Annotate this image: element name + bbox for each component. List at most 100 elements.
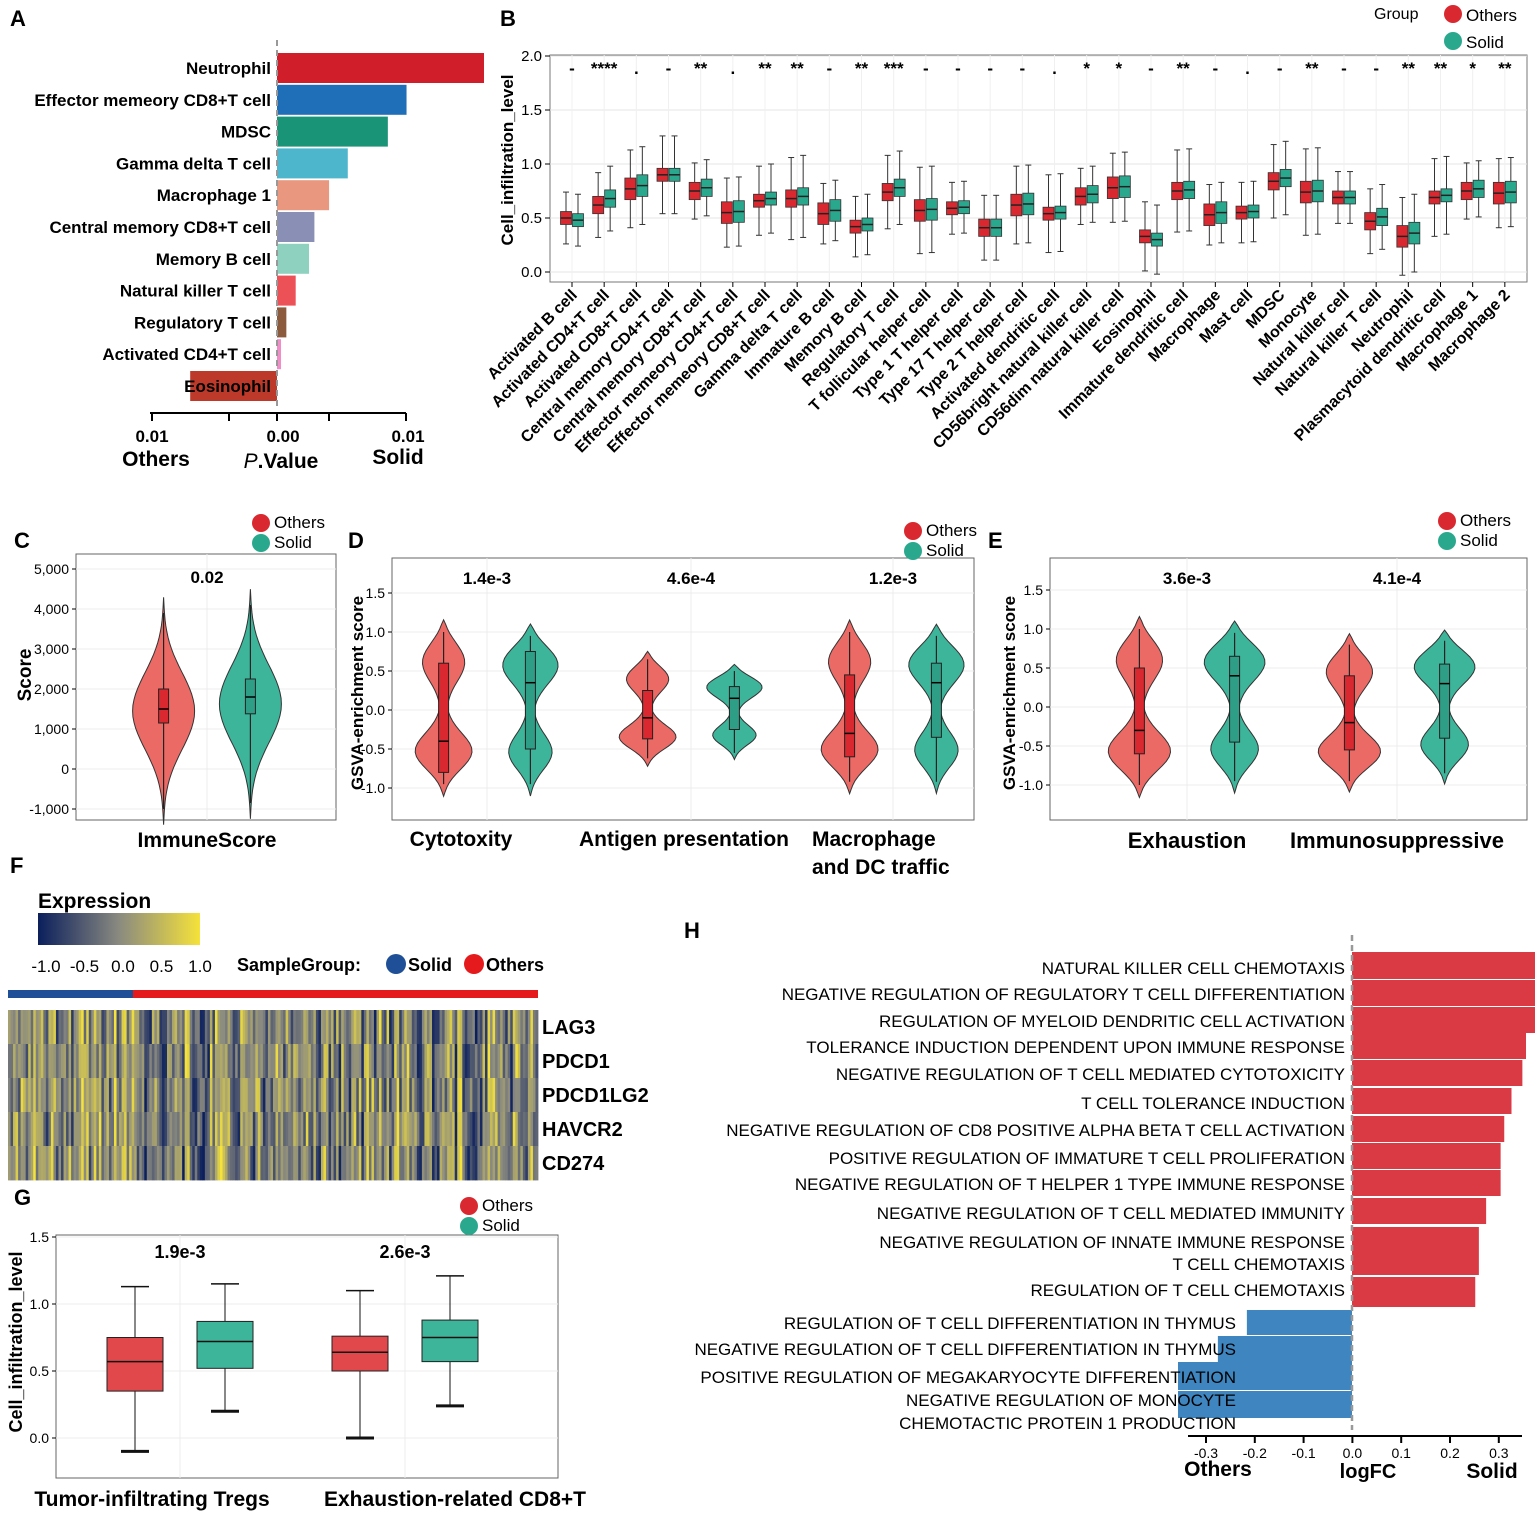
heatmap-cell — [232, 1146, 236, 1181]
heatmap-cell — [124, 1044, 128, 1079]
heatmap-cell — [88, 1146, 92, 1181]
heatmap-cell — [174, 1010, 178, 1045]
heatmap-cell — [13, 1010, 16, 1045]
heatmap-cell — [197, 1078, 201, 1113]
heatmap-cell — [416, 1010, 420, 1045]
heatmap-cell — [472, 1044, 476, 1079]
heatmap-cell — [315, 1010, 319, 1045]
heatmap-cell — [237, 1044, 241, 1079]
scale-tick-label: 0.0 — [111, 957, 135, 976]
heatmap-cell — [444, 1078, 448, 1113]
heatmap-cell — [30, 1146, 34, 1181]
heatmap-cell — [452, 1010, 456, 1045]
heatmap-cell — [91, 1010, 95, 1045]
heatmap-cell — [368, 1112, 372, 1147]
heatmap-cell — [439, 1112, 443, 1147]
heatmap-cell — [184, 1078, 188, 1113]
heatmap-cell — [464, 1010, 468, 1045]
bar-activated-cd4-t-cell — [277, 339, 282, 370]
heatmap-cell — [505, 1010, 509, 1045]
heatmap-cell — [53, 1044, 57, 1079]
heatmap-cell — [416, 1146, 420, 1181]
heatmap-cell — [280, 1010, 284, 1045]
heatmap-cell — [197, 1112, 201, 1147]
heatmap-cell — [482, 1146, 486, 1181]
p-value-label: 3.6e-3 — [1163, 569, 1211, 588]
heatmap-cell — [245, 1112, 249, 1147]
heatmap-cell — [373, 1146, 377, 1181]
heatmap-cell — [474, 1146, 478, 1181]
bar-label: NEGATIVE REGULATION OF MONOCYTE — [906, 1391, 1236, 1410]
heatmap-cell — [454, 1010, 458, 1045]
heatmap-cell — [217, 1146, 221, 1181]
heatmap-cell — [394, 1044, 398, 1079]
heatmap-cell — [505, 1146, 509, 1181]
annotation-solid — [8, 990, 133, 998]
heatmap-cell — [164, 1044, 168, 1079]
heatmap-cell — [457, 1078, 461, 1113]
heatmap-cell — [399, 1078, 403, 1113]
heatmap-cell — [126, 1044, 130, 1079]
heatmap-cell — [469, 1078, 473, 1113]
heatmap-cell — [63, 1146, 67, 1181]
heatmap-cell — [23, 1078, 27, 1113]
heatmap-cell — [257, 1044, 261, 1079]
heatmap-cell — [363, 1112, 367, 1147]
heatmap-cell — [336, 1146, 340, 1181]
significance-mark: . — [1245, 59, 1250, 78]
heatmap-cell — [245, 1146, 249, 1181]
heatmap-cell — [333, 1146, 337, 1181]
heatmap-cell — [313, 1078, 317, 1113]
heatmap-cell — [300, 1044, 304, 1079]
p-value-label: 4.6e-4 — [667, 569, 716, 588]
heatmap-cell — [121, 1078, 125, 1113]
legend-dot-others — [460, 1197, 478, 1215]
heatmap-cell — [457, 1010, 461, 1045]
heatmap-cell — [270, 1078, 274, 1113]
heatmap-cell — [429, 1044, 433, 1079]
heatmap-cell — [28, 1010, 32, 1045]
heatmap-cell — [406, 1112, 410, 1147]
heatmap-cell — [33, 1112, 37, 1147]
heatmap-cell — [485, 1146, 488, 1181]
panel-h-chart: NATURAL KILLER CELL CHEMOTAXIS NEGATIVE R… — [694, 935, 1535, 1483]
heatmap-cell — [73, 1010, 77, 1045]
heatmap-cell — [106, 1112, 110, 1147]
heatmap-cell — [66, 1078, 69, 1113]
bar-label: CHEMOTACTIC PROTEIN 1 PRODUCTION — [899, 1414, 1236, 1433]
heatmap-cell — [217, 1010, 221, 1045]
heatmap-cell — [177, 1146, 181, 1181]
heatmap-cell — [464, 1044, 468, 1079]
heatmap-cell — [114, 1112, 117, 1147]
heatmap-cell — [212, 1078, 216, 1113]
heatmap-cell — [459, 1078, 463, 1113]
heatmap-cell — [447, 1044, 451, 1079]
violin-box — [158, 688, 170, 724]
tick-label: 0.01 — [391, 427, 424, 446]
bar-label: NEGATIVE REGULATION OF T CELL MEDIATED I… — [877, 1204, 1345, 1223]
heatmap-cell — [434, 1010, 438, 1045]
heatmap-cell — [401, 1078, 405, 1113]
heatmap-cell — [358, 1112, 362, 1147]
heatmap-cell — [429, 1146, 433, 1181]
heatmap-cell — [23, 1010, 27, 1045]
heatmap-cell — [507, 1010, 511, 1045]
heatmap-cell — [517, 1112, 521, 1147]
heatmap-cell — [93, 1044, 97, 1079]
heatmap-cell — [379, 1078, 382, 1113]
heatmap-cell — [409, 1112, 413, 1147]
heatmap-cell — [275, 1010, 279, 1045]
heatmap-cell — [149, 1112, 153, 1147]
heatmap-cell — [192, 1146, 196, 1181]
heatmap-cell — [434, 1146, 438, 1181]
heatmap-cell — [199, 1078, 203, 1113]
heatmap-cell — [83, 1044, 87, 1079]
heatmap-cell — [225, 1010, 228, 1045]
heatmap-cell — [348, 1078, 352, 1113]
heatmap-cell — [202, 1112, 206, 1147]
heatmap-cell — [338, 1010, 342, 1045]
heatmap-cell — [129, 1044, 133, 1079]
heatmap-cell — [517, 1146, 521, 1181]
heatmap-cell — [520, 1010, 524, 1045]
